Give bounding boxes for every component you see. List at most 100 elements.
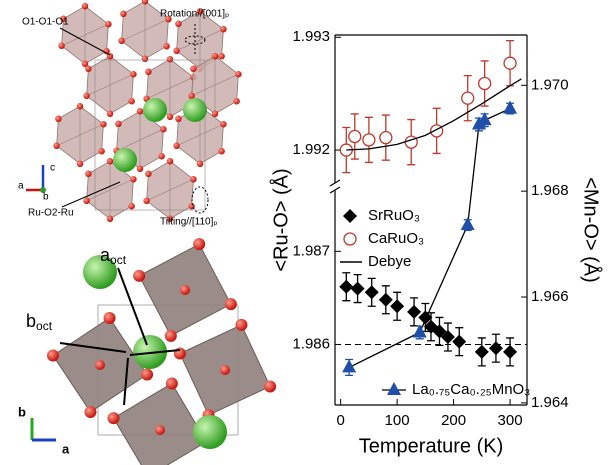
axis-letter: b — [18, 404, 26, 419]
oxygen-atom — [173, 48, 179, 54]
oxygen-atom — [145, 69, 151, 75]
marker — [365, 285, 379, 299]
oxygen-atom — [98, 148, 104, 154]
figure: O1-O1-O1 Rotation//[001]ₚ Ru-O2-Ru Tilti… — [0, 0, 608, 465]
marker — [351, 282, 365, 296]
oxygen-atom — [190, 176, 196, 182]
oxygen-atom — [167, 114, 173, 120]
oxygen-atom — [173, 143, 179, 149]
marker — [342, 359, 356, 372]
oxygen-atom — [107, 158, 113, 164]
axis-letter: b — [43, 192, 49, 203]
y2-axis-title: <Mn-O> (Å) — [580, 177, 603, 283]
ru-atom — [155, 425, 165, 435]
y2-tick-label: 1.968 — [531, 182, 569, 199]
oxygen-atom — [77, 161, 83, 167]
marker — [349, 131, 361, 143]
oxygen-atom — [175, 21, 181, 27]
marker — [462, 92, 474, 104]
oxygen-atom — [107, 111, 113, 117]
oxygen-atom — [212, 111, 218, 117]
x-tick-label: 100 — [385, 412, 410, 429]
oxygen-atom — [118, 38, 124, 44]
b-oct-base: b — [26, 311, 36, 331]
axis-letter: c — [50, 163, 55, 174]
ru-atom — [220, 365, 230, 375]
oxygen-atom — [107, 216, 113, 222]
a-oct-label: aoct — [100, 245, 127, 267]
oxygen-atom — [105, 21, 111, 27]
legend-label: CaRuO₃ — [368, 230, 424, 247]
oxygen-atom — [133, 270, 145, 282]
marker — [461, 217, 475, 230]
oxygen-atom — [218, 148, 224, 154]
oxygen-atom — [193, 238, 205, 250]
y2-tick-label: 1.970 — [531, 76, 569, 93]
oxygen-atom — [128, 203, 134, 209]
oxygen-atom — [130, 71, 136, 77]
oxygen-atom — [141, 369, 153, 381]
sr-atom — [193, 415, 227, 449]
y-tick-label: 1.986 — [292, 335, 330, 352]
page: {"chart_data": {"type": "scatter", "xlab… — [0, 0, 608, 465]
marker — [503, 101, 517, 114]
marker — [504, 57, 516, 69]
a-oct-sub: oct — [110, 253, 127, 267]
legend-symbol — [343, 209, 357, 223]
structure-label: Rotation//[001]ₚ — [160, 9, 229, 20]
sr-atom — [143, 98, 167, 122]
y2-tick-label: 1.964 — [531, 394, 569, 411]
oxygen-atom — [158, 153, 164, 159]
oxygen-atom — [120, 11, 126, 17]
marker — [339, 280, 353, 294]
marker — [479, 77, 491, 89]
oxygen-atom — [145, 171, 151, 177]
oxygen-atom — [100, 121, 106, 127]
oxygen-atom — [264, 380, 276, 392]
axis-letter: a — [62, 441, 70, 456]
oxygen-atom — [163, 43, 169, 49]
oxygen-atom — [53, 143, 59, 149]
oxygen-atom — [82, 3, 88, 9]
legend-label: La₀.₇₅Ca₀.₂₅MnO₃ — [412, 381, 530, 398]
oxygen-atom — [55, 116, 61, 122]
oxygen-atom — [225, 298, 237, 310]
y2-tick-label: 1.966 — [531, 288, 569, 305]
oxygen-atom — [190, 66, 196, 72]
oxygen-atom — [175, 116, 181, 122]
oxygen-atom — [128, 98, 134, 104]
x-tick-label: 200 — [441, 412, 466, 429]
oxygen-atom — [85, 66, 91, 72]
oxygen-atom — [212, 53, 218, 59]
marker — [503, 345, 517, 359]
y-tick-label: 1.992 — [292, 141, 330, 158]
oxygen-atom — [83, 93, 89, 99]
oxygen-atom — [167, 158, 173, 164]
legend-symbol — [344, 233, 356, 245]
x-tick-label: 0 — [336, 412, 344, 429]
oxygen-atom — [165, 330, 177, 342]
structure-label: Ru-O2-Ru — [28, 208, 74, 219]
marker — [407, 305, 421, 319]
oxygen-atom — [137, 166, 143, 172]
structure-label: Tilting//[110]ₚ — [160, 217, 218, 228]
legend-label: SrRuO₃ — [368, 207, 420, 224]
y-axis-title: <Ru-O> (Å) — [269, 168, 292, 271]
marker — [380, 132, 392, 144]
oxygen-atom — [197, 161, 203, 167]
b-oct-sub: oct — [36, 319, 53, 333]
octahedron-projection — [113, 383, 206, 465]
oxygen-atom — [77, 103, 83, 109]
oxygen-atom — [58, 43, 64, 49]
oxygen-atom — [107, 412, 119, 424]
oxygen-atom — [220, 121, 226, 127]
marker — [379, 293, 393, 307]
oxygen-atom — [235, 319, 247, 331]
marker — [489, 341, 503, 355]
oxygen-atom — [143, 198, 149, 204]
x-axis-title: Temperature (K) — [359, 435, 504, 457]
oxygen-atom — [218, 53, 224, 59]
oxygen-atom — [47, 349, 59, 361]
sr-atom — [183, 98, 207, 122]
